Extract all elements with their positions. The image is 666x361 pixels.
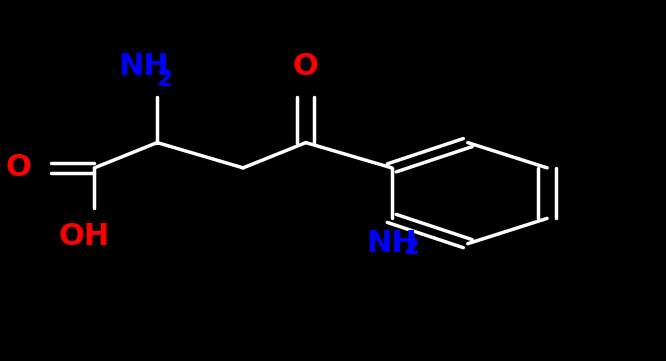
Text: O: O [6, 153, 32, 182]
Text: NH: NH [366, 229, 417, 258]
Text: 2: 2 [156, 68, 172, 91]
Text: O: O [293, 52, 319, 81]
Text: OH: OH [59, 222, 110, 251]
Text: 2: 2 [404, 236, 420, 260]
Text: NH: NH [119, 52, 169, 81]
